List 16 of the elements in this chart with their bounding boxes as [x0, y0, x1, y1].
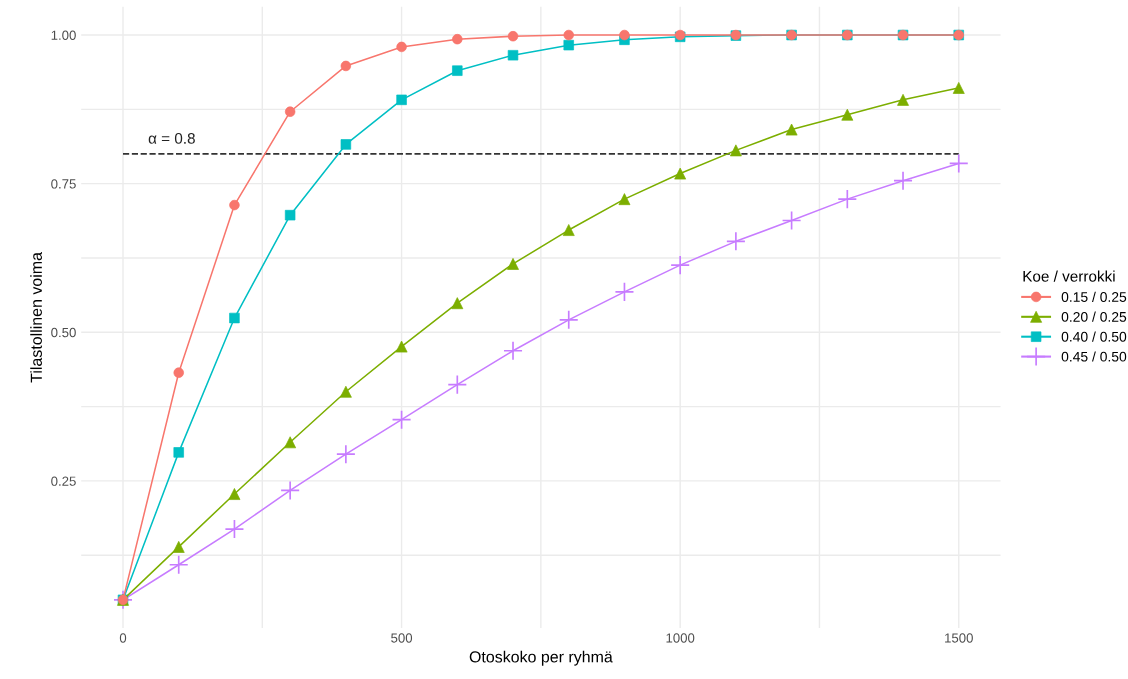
- y-tick-label: 1.00: [51, 30, 76, 40]
- legend-label: 0.20 / 0.25: [1061, 311, 1127, 322]
- ref-line-label: α = 0.8: [148, 132, 195, 144]
- y-axis-title: Tilastollinen voima: [30, 252, 42, 383]
- x-tick-label: 500: [391, 633, 413, 643]
- legend-label: 0.45 / 0.50: [1061, 351, 1127, 362]
- y-tick-label: 0.75: [51, 179, 76, 189]
- legend-title: Koe / verrokki: [1023, 270, 1115, 282]
- x-tick-label: 0: [119, 633, 127, 643]
- y-tick-label: 0.25: [51, 476, 76, 486]
- y-tick-label: 0.50: [51, 327, 76, 338]
- legend-label: 0.40 / 0.50: [1061, 331, 1127, 342]
- x-tick-label: 1500: [945, 633, 973, 643]
- x-axis-title: Otoskoko per ryhmä: [469, 650, 613, 666]
- legend-label: 0.15 / 0.25: [1061, 291, 1127, 302]
- x-tick-label: 1000: [666, 633, 695, 643]
